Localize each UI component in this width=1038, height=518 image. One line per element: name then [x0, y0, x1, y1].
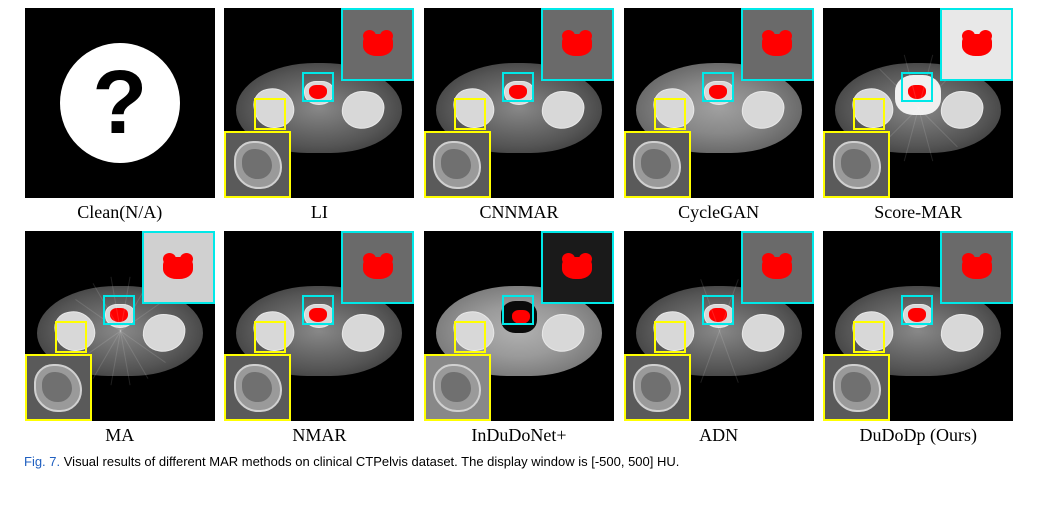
roi-cyan-box [502, 295, 534, 325]
panel-image [823, 231, 1013, 421]
roi-cyan-zoom [741, 8, 814, 81]
panel-image [624, 231, 814, 421]
panel-label: Score-MAR [874, 202, 962, 223]
panel-image [624, 8, 814, 198]
panel-image: ? [25, 8, 215, 198]
panel-label: ADN [699, 425, 738, 446]
roi-yellow-box [454, 98, 486, 130]
roi-cyan-box [502, 72, 534, 102]
panel-image [224, 231, 414, 421]
panel-cyclegan: CycleGAN [623, 8, 815, 223]
panel-label: NMAR [292, 425, 346, 446]
roi-yellow-zoom [424, 131, 491, 198]
roi-yellow-zoom [823, 131, 890, 198]
panel-label: LI [311, 202, 328, 223]
roi-cyan-zoom [541, 8, 614, 81]
panel-image [424, 231, 614, 421]
roi-cyan-box [103, 295, 135, 325]
roi-yellow-zoom [823, 354, 890, 421]
roi-cyan-zoom [940, 8, 1013, 81]
figure-caption: Fig. 7. Visual results of different MAR … [24, 454, 1014, 469]
placeholder-icon: ? [60, 43, 180, 163]
roi-yellow-box [853, 98, 885, 130]
roi-cyan-zoom [741, 231, 814, 304]
panel-image [823, 8, 1013, 198]
roi-yellow-box [654, 321, 686, 353]
roi-cyan-zoom [341, 231, 414, 304]
panel-label: CycleGAN [678, 202, 759, 223]
roi-cyan-zoom [142, 231, 215, 304]
panel-label: DuDoDp (Ours) [859, 425, 976, 446]
roi-yellow-zoom [224, 131, 291, 198]
panel-indudonet: InDuDoNet+ [423, 231, 615, 446]
panel-label: MA [105, 425, 134, 446]
roi-yellow-box [55, 321, 87, 353]
roi-yellow-box [254, 98, 286, 130]
panel-label: CNNMAR [479, 202, 558, 223]
panel-image [424, 8, 614, 198]
roi-yellow-box [853, 321, 885, 353]
panel-dudodp: DuDoDp (Ours) [822, 231, 1014, 446]
panel-scoremar: Score-MAR [822, 8, 1014, 223]
roi-cyan-zoom [541, 231, 614, 304]
roi-cyan-box [901, 295, 933, 325]
roi-cyan-zoom [341, 8, 414, 81]
panel-label: InDuDoNet+ [471, 425, 566, 446]
roi-yellow-zoom [424, 354, 491, 421]
panel-li: LI [224, 8, 416, 223]
roi-cyan-box [702, 72, 734, 102]
roi-yellow-box [254, 321, 286, 353]
panel-clean: ? Clean(N/A) [24, 8, 216, 223]
roi-yellow-box [654, 98, 686, 130]
question-mark-icon: ? [92, 52, 147, 155]
panel-adn: ADN [623, 231, 815, 446]
roi-cyan-box [302, 295, 334, 325]
roi-cyan-box [302, 72, 334, 102]
panel-image [224, 8, 414, 198]
roi-yellow-zoom [624, 131, 691, 198]
panel-image [25, 231, 215, 421]
roi-yellow-box [454, 321, 486, 353]
panel-cnnmar: CNNMAR [423, 8, 615, 223]
figure-caption-text: Visual results of different MAR methods … [64, 454, 680, 469]
roi-cyan-zoom [940, 231, 1013, 304]
roi-yellow-zoom [624, 354, 691, 421]
panel-label: Clean(N/A) [77, 202, 162, 223]
figure-number: Fig. 7. [24, 454, 60, 469]
panel-nmar: NMAR [224, 231, 416, 446]
roi-yellow-zoom [25, 354, 92, 421]
roi-cyan-box [702, 295, 734, 325]
figure-grid: ? Clean(N/A) LI [24, 8, 1014, 446]
roi-cyan-box [901, 72, 933, 102]
panel-ma: MA [24, 231, 216, 446]
roi-yellow-zoom [224, 354, 291, 421]
